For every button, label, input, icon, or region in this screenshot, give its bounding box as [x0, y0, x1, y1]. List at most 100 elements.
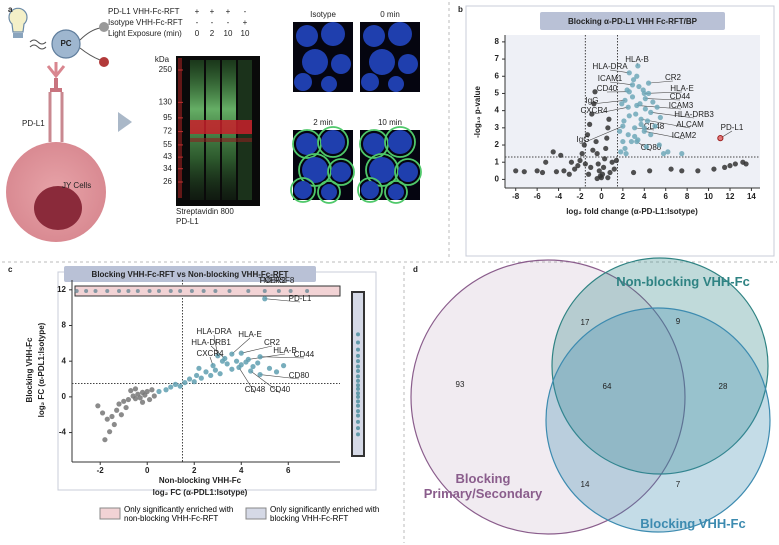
data-point [635, 137, 641, 143]
y-tick-label: 8 [62, 321, 67, 330]
legend-label: Only significantly enriched with non-blo… [124, 505, 234, 524]
y-tick-label: 5 [495, 89, 500, 98]
data-point [652, 123, 658, 129]
point-label: ICAM2 [672, 131, 697, 140]
condition-mark: + [243, 18, 248, 27]
nucleus [296, 25, 318, 47]
x-tick-label: 0 [599, 192, 604, 201]
blot-legend: Streptavidin 800 [176, 207, 234, 216]
rug-point [356, 399, 360, 404]
condition-label: PD-L1 VHH-Fc-RFT [108, 7, 180, 16]
y-axis-title: -log₁₀ p-value [473, 86, 482, 138]
data-point [629, 94, 636, 100]
data-point [632, 133, 638, 140]
data-point [657, 114, 663, 121]
data-point [95, 403, 101, 409]
region-count: 28 [719, 382, 728, 391]
data-point [196, 365, 202, 371]
data-point [116, 401, 122, 407]
data-point [539, 169, 546, 176]
rug-point [126, 289, 131, 293]
condition-mark: + [226, 7, 231, 16]
venn-set [551, 257, 769, 475]
point-label: HLA-DRB1 [191, 338, 231, 347]
data-point [623, 151, 629, 157]
label-leader [231, 337, 251, 355]
region-count: 7 [676, 480, 681, 489]
y-tick-label: 8 [495, 37, 500, 46]
rug-point [356, 378, 360, 383]
point-label: CD80 [641, 143, 662, 152]
data-point [622, 97, 628, 103]
data-point [104, 416, 110, 422]
data-point [266, 365, 273, 371]
y-axis-title: log₂ FC (α-PDL1:Isotype) [37, 322, 46, 417]
cell-membrane [384, 180, 408, 204]
data-point [257, 354, 263, 360]
data-point [605, 175, 611, 181]
nucleus [361, 73, 379, 91]
cell-membrane [317, 180, 341, 204]
data-point [575, 163, 581, 169]
data-point [102, 437, 108, 443]
point-label: IgG [577, 135, 590, 144]
data-point [273, 369, 280, 375]
data-point [648, 109, 654, 115]
data-point [618, 149, 624, 155]
nucleus [331, 162, 351, 182]
data-point [561, 168, 567, 174]
y-tick-label: 3 [495, 123, 500, 132]
label-leader [645, 98, 681, 101]
rug-point [213, 289, 218, 293]
data-point [238, 362, 244, 368]
data-point [163, 387, 169, 393]
rug-point [74, 289, 79, 293]
title-box [64, 266, 316, 282]
rug-point [356, 426, 360, 431]
data-point [151, 393, 157, 399]
data-point [642, 96, 648, 102]
condition-mark: 10 [241, 29, 250, 38]
data-point [630, 77, 637, 83]
rug-point [84, 289, 89, 293]
data-point [727, 163, 733, 169]
legend-swatch [99, 507, 121, 520]
data-point [630, 169, 637, 176]
data-point [626, 113, 632, 119]
micrograph-title: 0 min [380, 10, 400, 19]
rug-point [288, 289, 293, 293]
rug-point [356, 391, 360, 396]
point-label: CD48 [245, 385, 266, 394]
rug-point [356, 359, 360, 364]
point-label: HLA-DRA [592, 62, 628, 71]
data-point [109, 413, 115, 420]
data-point [558, 152, 564, 158]
ladder-label: 55 [163, 140, 172, 149]
rug-point [356, 332, 360, 337]
rug-point [105, 289, 110, 293]
rug-point [305, 289, 310, 293]
panel-label: c [8, 265, 13, 274]
data-point [250, 363, 256, 370]
data-point [636, 83, 642, 90]
data-point [186, 376, 193, 382]
cartoon-label: JY Cells [62, 181, 91, 190]
data-point [588, 164, 594, 170]
rug-point [356, 340, 360, 345]
ladder-label: 43 [163, 152, 172, 161]
data-point [590, 147, 596, 153]
nucleus [321, 184, 337, 200]
data-point [620, 123, 626, 129]
rug-strip [351, 291, 365, 457]
rug-point [356, 394, 360, 399]
rug-point [356, 364, 360, 369]
rug-point [93, 289, 98, 293]
data-point [622, 145, 628, 152]
data-point [248, 368, 254, 374]
data-point [572, 166, 578, 172]
data-point [238, 350, 244, 356]
nucleus [294, 181, 312, 199]
legend-swatch [245, 507, 267, 520]
rug-point [156, 289, 161, 293]
nucleus [302, 49, 328, 75]
